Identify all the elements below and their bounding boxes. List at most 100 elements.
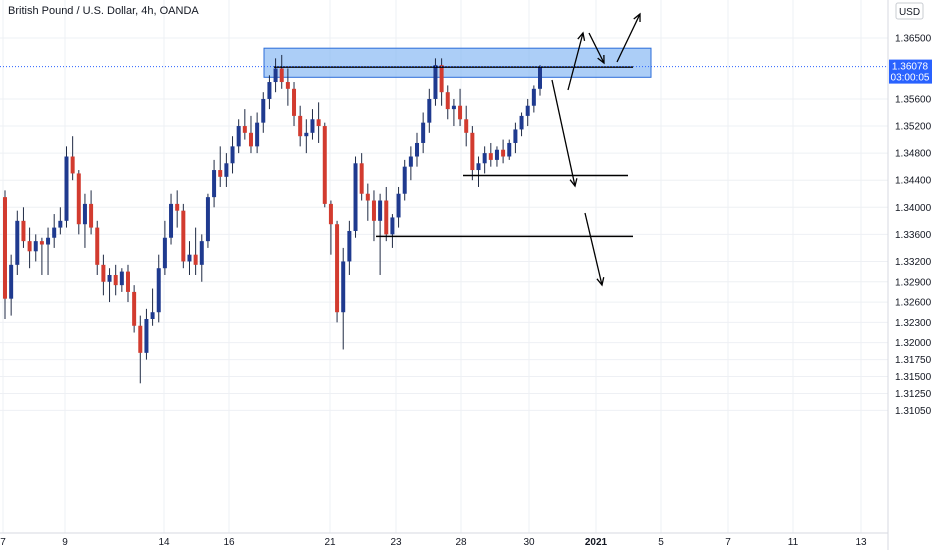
candle-bullish xyxy=(82,193,87,248)
candle-bearish xyxy=(89,190,94,235)
time-tick-label: 5 xyxy=(658,537,664,548)
candle-bullish xyxy=(224,153,229,187)
projection-arrows[interactable] xyxy=(551,12,641,287)
arrow-drop-to-support-1[interactable] xyxy=(551,79,578,188)
candle-bearish xyxy=(458,88,463,127)
candle-bearish xyxy=(464,105,469,147)
candle-bullish xyxy=(144,308,149,360)
symbol-title[interactable]: British Pound / U.S. Dollar, 4h, OANDA xyxy=(8,5,199,17)
candle-body xyxy=(439,65,444,93)
candle-body xyxy=(261,98,266,123)
arrow-path xyxy=(588,32,605,64)
candle-body xyxy=(193,254,198,265)
candle-body xyxy=(531,88,536,106)
resistance-zone[interactable] xyxy=(263,47,652,78)
candle-body xyxy=(138,325,143,353)
candle-bullish xyxy=(107,268,112,303)
candle-body xyxy=(273,68,278,83)
candle-body xyxy=(132,291,137,326)
arrow-drop-to-support-2[interactable] xyxy=(584,212,605,287)
candle-bullish xyxy=(9,254,14,316)
arrow-head xyxy=(597,54,605,65)
candle-bullish xyxy=(525,98,530,127)
candle-bearish xyxy=(470,126,475,181)
resistance-zone-box[interactable] xyxy=(263,47,652,78)
candle-body xyxy=(433,65,438,99)
candle-bullish xyxy=(415,132,420,167)
candle-body xyxy=(230,146,235,164)
candle-bullish xyxy=(33,234,38,262)
candle-bullish xyxy=(353,156,358,238)
candle-body xyxy=(267,82,272,99)
time-tick-label: 21 xyxy=(324,537,336,548)
candle-body xyxy=(187,254,192,262)
candle-bullish xyxy=(390,214,395,248)
candle-body xyxy=(70,156,75,174)
candle-body xyxy=(9,264,14,299)
candle-body xyxy=(384,200,389,235)
time-tick-label: 23 xyxy=(390,537,402,548)
time-tick-label: 30 xyxy=(523,537,535,548)
candle-bearish xyxy=(335,220,340,323)
candle-bearish xyxy=(328,200,333,255)
candle-body xyxy=(525,105,530,116)
price-tick-label: 1.35600 xyxy=(895,94,932,105)
arrow-breakout-up-1[interactable] xyxy=(567,31,586,91)
candle-body xyxy=(347,230,352,262)
candle-body xyxy=(279,68,284,83)
candle-bullish xyxy=(347,220,352,275)
candle-bearish xyxy=(70,136,75,181)
candle-body xyxy=(82,203,87,225)
candle-bullish xyxy=(538,65,542,96)
candle-body xyxy=(248,132,253,147)
currency-badge[interactable] xyxy=(895,2,924,20)
candle-body xyxy=(107,274,112,282)
candle-bullish xyxy=(402,159,407,201)
price-tick-label: 1.34800 xyxy=(895,149,932,160)
arrow-path xyxy=(567,32,584,91)
candle-bullish xyxy=(58,207,63,235)
candle-bearish xyxy=(445,85,450,120)
arrow-breakout-up-2[interactable] xyxy=(616,12,641,63)
price-tick-label: 1.32600 xyxy=(895,298,932,309)
candle-bearish xyxy=(39,237,44,275)
last-price-tag: 1.36078 03:00:05 xyxy=(889,59,932,84)
candle-body xyxy=(371,200,376,221)
candle-body xyxy=(298,115,303,137)
price-tick-label: 1.34000 xyxy=(895,203,932,214)
price-axis[interactable]: USD xyxy=(887,0,924,550)
candle-body xyxy=(304,132,309,137)
time-tick-label: 14 xyxy=(158,537,170,548)
candle-bearish xyxy=(101,254,106,296)
candle-bullish xyxy=(421,112,426,154)
candle-body xyxy=(242,126,247,133)
time-tick-label: 7 xyxy=(0,537,6,548)
arrow-retest-down[interactable] xyxy=(588,32,605,65)
candle-body xyxy=(3,197,7,299)
candle-body xyxy=(39,241,44,245)
candle-bearish xyxy=(359,153,364,201)
candle-body xyxy=(181,210,186,262)
price-tick-label: 1.34400 xyxy=(895,176,932,187)
price-tick-labels: 1.36500 1.35600 1.35200 1.34800 1.34400 1.340… xyxy=(895,34,932,417)
candle-body xyxy=(33,241,38,252)
time-tick-label: 2021 xyxy=(585,537,608,548)
candle-bearish xyxy=(298,105,303,147)
candle-body xyxy=(150,312,155,319)
candle-body xyxy=(21,220,26,242)
candle-body xyxy=(513,129,518,143)
time-axis[interactable]: 7 9 14 16 21 23 28 30 2021 5 7 11 13 xyxy=(0,532,888,548)
candle-bearish xyxy=(292,82,297,127)
bar-countdown: 03:00:05 xyxy=(891,73,930,84)
candle-body xyxy=(101,264,106,282)
candle-body xyxy=(445,92,450,110)
candle-body xyxy=(482,153,487,164)
arrow-head xyxy=(596,277,605,287)
price-tick-label: 1.32900 xyxy=(895,277,932,288)
candle-bullish xyxy=(15,210,20,275)
currency-label: USD xyxy=(899,7,920,18)
candle-body xyxy=(52,227,57,238)
candle-body xyxy=(58,220,63,228)
price-tick-label: 1.33200 xyxy=(895,257,932,268)
